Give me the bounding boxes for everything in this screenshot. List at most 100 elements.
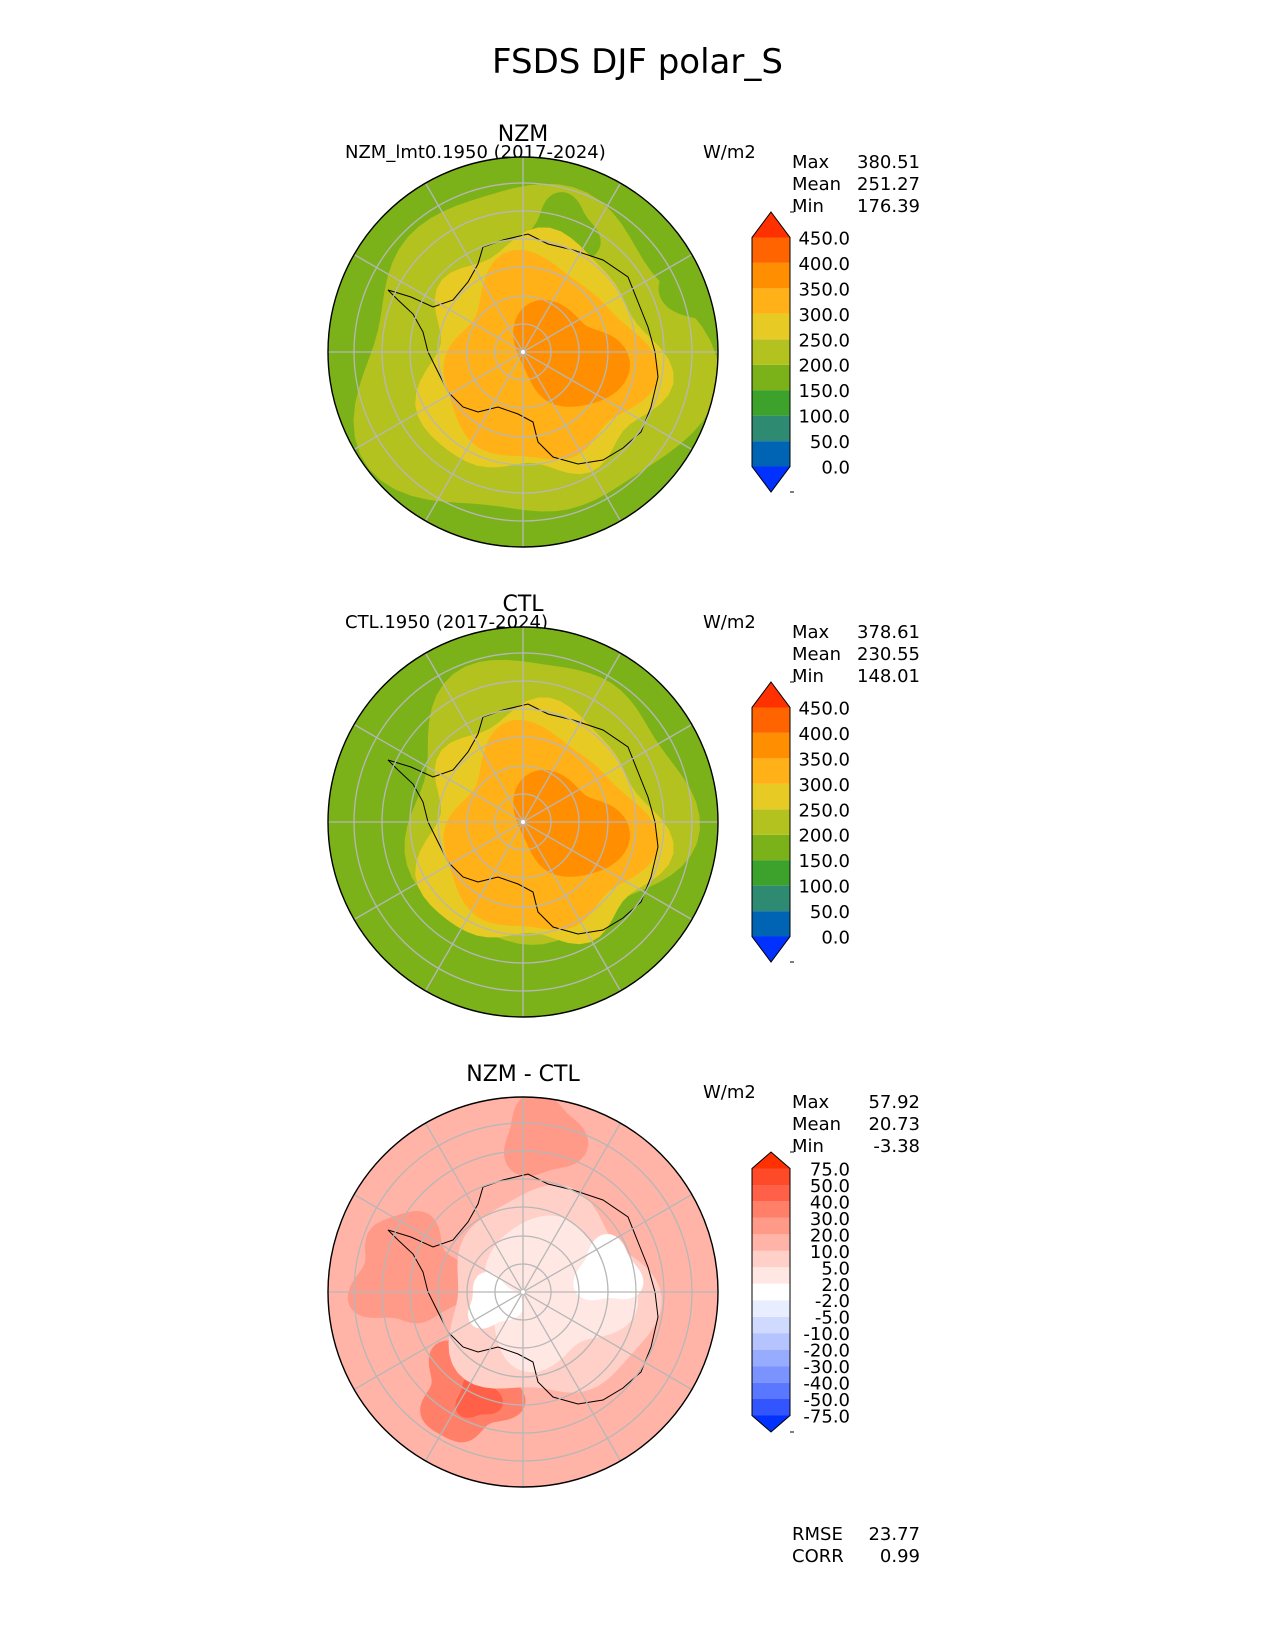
colorbar-outline — [751, 211, 791, 493]
colorbar-segment — [752, 390, 790, 416]
colorbar-outline — [751, 1151, 791, 1433]
units-label: W/m2 — [703, 142, 756, 163]
case-label: CTL.1950 (2017-2024) — [345, 612, 549, 633]
colorbar-segment — [752, 707, 790, 733]
antarctica-coastline — [387, 1173, 659, 1405]
field-west-sector — [347, 1211, 473, 1324]
max-label: Max — [792, 1092, 830, 1113]
colorbar-segment — [752, 1333, 790, 1350]
colorbar-segment — [752, 313, 790, 340]
colorbar-segment — [752, 1316, 790, 1334]
colorbar-tick-label: 400.0 — [798, 724, 850, 745]
colorbar-outline — [751, 681, 791, 963]
mean-value: 230.55 — [857, 644, 920, 665]
field-north-sector — [504, 1097, 589, 1177]
colorbar-tick-label: 150.0 — [798, 851, 850, 872]
colorbar-segment — [752, 1366, 790, 1383]
map-fill-group — [328, 1097, 718, 1487]
map-fill-group — [328, 157, 718, 547]
panel-ctl: CTL CTL.1950 (2017-2024) W/m2 Max 378.61 … — [0, 592, 1275, 1066]
max-value: 57.92 — [868, 1092, 920, 1113]
colorbar-tick-label: 300.0 — [798, 775, 850, 796]
colorbar-tick-label: 0.0 — [821, 928, 850, 949]
panel-title: NZM - CTL — [466, 1062, 580, 1087]
colorbar-segment — [752, 212, 790, 238]
antarctica-coastline — [387, 233, 659, 465]
colorbar-segment — [752, 1283, 790, 1301]
polar-map: -75.0-50.0-40.0-30.0-20.0-10.0-5.0-2.02.… — [327, 1096, 850, 1488]
colorbar-segment — [752, 288, 790, 314]
max-label: Max — [792, 622, 830, 643]
colorbar-tick-label: 50.0 — [810, 1176, 850, 1197]
panel-diff: NZM - CTL W/m2 Max 57.92 Mean 20.73 Min -3.… — [0, 1062, 1275, 1536]
colorbar-tick-label: 350.0 — [798, 749, 850, 770]
rmse-value: 23.77 — [868, 1524, 920, 1545]
colorbar-segment — [752, 441, 790, 467]
colorbar-segment — [752, 732, 790, 759]
colorbar-tick-label: 75.0 — [810, 1159, 850, 1180]
colorbar-segment — [752, 834, 790, 861]
antarctica-coastline — [387, 703, 659, 935]
colorbar-tick-label: 200.0 — [798, 356, 850, 377]
field-weddell-peak — [455, 1371, 503, 1418]
mean-label: Mean — [792, 174, 842, 195]
stats-box: Max 378.61 Mean 230.55 Min 148.01 — [792, 622, 920, 688]
colorbar-segment — [752, 682, 790, 708]
colorbar-tick-label: -50.0 — [803, 1390, 850, 1411]
colorbar-tick-label: 50.0 — [810, 902, 850, 923]
colorbar-segment — [752, 1201, 790, 1218]
stats-box: Max 380.51 Mean 251.27 Min 176.39 — [792, 152, 920, 218]
colorbar-segment — [752, 1300, 790, 1317]
colorbar-tick-label: -10.0 — [803, 1324, 850, 1345]
panel-title: CTL — [502, 592, 544, 617]
units-label: W/m2 — [703, 612, 756, 633]
figure-title: FSDS DJF polar_S — [492, 42, 783, 82]
colorbar-tick-label: -75.0 — [803, 1407, 850, 1428]
min-value: 176.39 — [857, 196, 920, 217]
colorbar-segment — [752, 1349, 790, 1367]
colorbar-tick-label: 100.0 — [798, 407, 850, 428]
max-label: Max — [792, 152, 830, 173]
diff-metrics: RMSE 23.77 CORR 0.99 — [792, 1524, 920, 1568]
corr-label: CORR — [792, 1546, 844, 1567]
colorbar-segment — [752, 1415, 790, 1432]
colorbar-segment — [752, 860, 790, 886]
colorbar-tick-label: 10.0 — [810, 1242, 850, 1263]
colorbar-tick-label: 250.0 — [798, 800, 850, 821]
stats-box: Max 57.92 Mean 20.73 Min -3.38 — [792, 1092, 920, 1158]
polar-map: 0.0 50.0 100.0 150.0 200.0 250.0 300.0 350.0 400… — [327, 156, 850, 548]
rmse-label: RMSE — [792, 1524, 843, 1545]
polar-map: 0.0 50.0 100.0 150.0 200.0 250.0 300.0 350.0 400… — [327, 626, 850, 1018]
panel-nzm: NZM NZM_lmt0.1950 (2017-2024) W/m2 Max 38… — [0, 122, 1275, 596]
colorbar-tick-label: 350.0 — [798, 279, 850, 300]
colorbar-segment — [752, 1217, 790, 1235]
colorbar-tick-label: 30.0 — [810, 1209, 850, 1230]
field-east-plateau — [513, 769, 630, 877]
colorbar-segment — [752, 809, 790, 835]
colorbar-tick-label: 400.0 — [798, 254, 850, 275]
units-label: W/m2 — [703, 1082, 756, 1103]
colorbar-tick-label: 450.0 — [798, 228, 850, 249]
mean-label: Mean — [792, 1114, 842, 1135]
colorbar-segment — [752, 1250, 790, 1268]
colorbar-segment — [752, 262, 790, 289]
colorbar-segment — [752, 783, 790, 810]
colorbar-tick-label: 150.0 — [798, 381, 850, 402]
min-label: Min — [792, 196, 824, 217]
max-value: 378.61 — [857, 622, 920, 643]
map-fill-group — [328, 627, 718, 1017]
colorbar-tick-label: 200.0 — [798, 826, 850, 847]
colorbar-tick-label: -30.0 — [803, 1357, 850, 1378]
colorbar-segment — [752, 237, 790, 263]
colorbar-segment — [752, 415, 790, 442]
pole-dot — [521, 350, 525, 354]
map-border — [327, 156, 719, 548]
mean-label: Mean — [792, 644, 842, 665]
colorbar-segment — [752, 1152, 790, 1169]
pole-dot — [521, 820, 525, 824]
colorbar-tick-label: 450.0 — [798, 698, 850, 719]
colorbar-segment — [752, 1184, 790, 1202]
colorbar-segment — [752, 758, 790, 784]
colorbar-segment — [752, 1382, 790, 1400]
colorbar-tick-label: -5.0 — [815, 1308, 850, 1329]
